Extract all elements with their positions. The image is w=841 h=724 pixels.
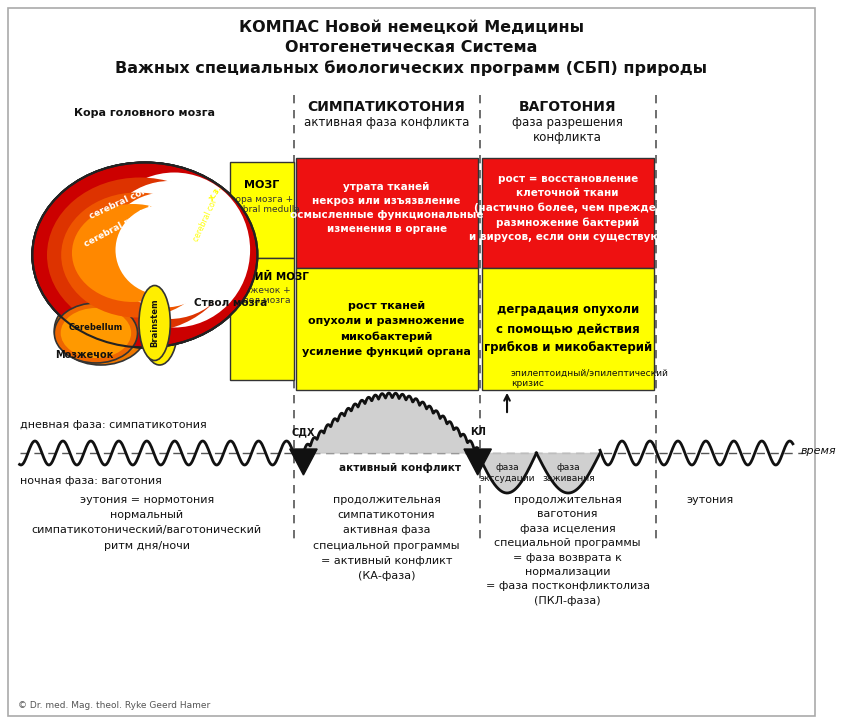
Text: КОМПАС Новой немецкой Медицины: КОМПАС Новой немецкой Медицины: [239, 20, 584, 35]
Text: ДРЕВНИЙ МОЗГ: ДРЕВНИЙ МОЗГ: [214, 270, 309, 282]
Text: СДХ: СДХ: [292, 427, 315, 437]
Text: рост тканей
опухоли и размножение
микобактерий
усиление функций органа: рост тканей опухоли и размножение микоба…: [302, 301, 471, 357]
Ellipse shape: [59, 337, 142, 353]
Ellipse shape: [101, 181, 238, 319]
Text: cerebral cor: cerebral cor: [192, 197, 220, 243]
Bar: [482, 268, 653, 390]
Bar: [295, 268, 478, 390]
Ellipse shape: [59, 308, 142, 322]
Ellipse shape: [59, 318, 142, 332]
Text: утрата тканей
некроз или изъязвление
осмысленные функциональные
изменения в орга: утрата тканей некроз или изъязвление осм…: [290, 182, 484, 234]
Text: дневная фаза: симпатикотония: дневная фаза: симпатикотония: [19, 420, 206, 430]
Text: фаза разрешения
конфликта: фаза разрешения конфликта: [512, 116, 623, 144]
Ellipse shape: [47, 177, 233, 332]
Text: Важных специальных биологических программ (СБП) природы: Важных специальных биологических програм…: [115, 60, 707, 76]
Ellipse shape: [55, 182, 225, 327]
Text: х.з.: х.з.: [207, 184, 224, 203]
Text: Мозжечок: Мозжечок: [55, 350, 114, 360]
Text: время: время: [801, 446, 836, 456]
Text: Ствол мозга: Ствол мозга: [193, 298, 267, 308]
Text: активная фаза конфликта: активная фаза конфликта: [304, 116, 469, 129]
Bar: [230, 258, 294, 380]
Text: эутония: эутония: [686, 495, 733, 505]
Ellipse shape: [98, 172, 250, 327]
Ellipse shape: [115, 205, 209, 295]
Text: cerebral medulla: cerebral medulla: [83, 201, 163, 249]
Text: мозжечок +
ствол мозга: мозжечок + ствол мозга: [233, 286, 291, 306]
Text: эутония = нормотония
нормальный
симпатикотонический/ваготонический
ритм дня/ночи: эутония = нормотония нормальный симпатик…: [32, 495, 262, 550]
Ellipse shape: [61, 308, 131, 358]
Text: ВАГОТОНИЯ: ВАГОТОНИЯ: [519, 100, 616, 114]
Ellipse shape: [139, 285, 171, 361]
Text: Brainstem: Brainstem: [151, 299, 159, 348]
Ellipse shape: [32, 162, 257, 348]
Ellipse shape: [55, 295, 147, 365]
Text: фаза
заживания: фаза заживания: [542, 463, 595, 483]
Ellipse shape: [59, 327, 142, 342]
Ellipse shape: [123, 198, 235, 313]
Text: продолжительная
симпатикотония
активная фаза
специальной программы
= активный ко: продолжительная симпатикотония активная …: [314, 495, 460, 581]
Polygon shape: [464, 449, 491, 475]
Text: Cerebellum: Cerebellum: [69, 322, 123, 332]
Bar: [295, 158, 478, 268]
Ellipse shape: [72, 204, 194, 302]
Ellipse shape: [55, 303, 138, 363]
Text: активный конфликт: активный конфликт: [339, 463, 462, 473]
Text: эпилептоидный/эпилептический
кризис: эпилептоидный/эпилептический кризис: [511, 369, 669, 388]
Text: деградация опухоли
с помощью действия
грибков и микобактерий: деградация опухоли с помощью действия гр…: [484, 303, 652, 355]
Ellipse shape: [118, 203, 215, 298]
Text: ночная фаза: ваготония: ночная фаза: ваготония: [19, 476, 161, 486]
Text: Онтогенетическая Система: Онтогенетическая Система: [285, 40, 537, 55]
Ellipse shape: [61, 193, 213, 318]
Text: КЛ: КЛ: [470, 427, 485, 437]
Text: МОЗГ: МОЗГ: [244, 180, 279, 190]
Ellipse shape: [116, 198, 229, 313]
Text: СИМПАТИКОТОНИЯ: СИМПАТИКОТОНИЯ: [308, 100, 466, 114]
Text: фаза
экссудации: фаза экссудации: [479, 463, 535, 483]
Ellipse shape: [141, 285, 178, 365]
Ellipse shape: [32, 162, 257, 348]
Text: © Dr. med. Mag. theol. Ryke Geerd Hamer: © Dr. med. Mag. theol. Ryke Geerd Hamer: [18, 701, 210, 710]
Text: рост = восстановление
клеточной ткани
(частично более, чем прежде)
размножение б: рост = восстановление клеточной ткани (ч…: [469, 174, 667, 242]
Text: продолжительная
ваготония
фаза исцеления
специальной программы
= фаза возврата к: продолжительная ваготония фаза исцеления…: [485, 495, 650, 606]
Text: кора мозга +
cerebral medulla: кора мозга + cerebral medulla: [224, 195, 300, 214]
Polygon shape: [304, 393, 478, 453]
Text: Кора головного мозга: Кора головного мозга: [74, 108, 215, 118]
Ellipse shape: [73, 195, 201, 305]
Ellipse shape: [106, 193, 223, 308]
Bar: [482, 158, 653, 268]
Ellipse shape: [121, 199, 231, 311]
Polygon shape: [290, 449, 317, 475]
Bar: [230, 162, 294, 258]
Text: cerebral cortex: cerebral cortex: [88, 180, 162, 221]
